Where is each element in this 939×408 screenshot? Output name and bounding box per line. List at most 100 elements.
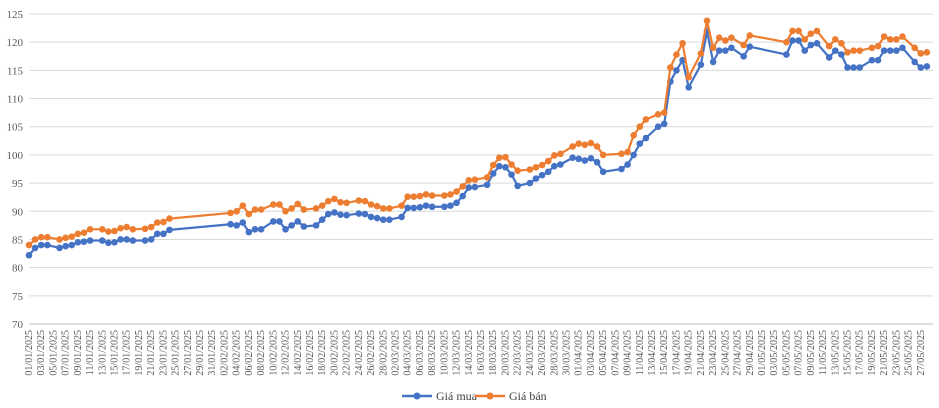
data-point (105, 228, 112, 235)
legend-label-gia-mua: Giá mua (436, 389, 478, 403)
data-point (923, 49, 931, 56)
x-tick-label: 23/01/2025 (158, 330, 169, 376)
data-point (557, 161, 564, 168)
x-tick-label: 05/05/2025 (781, 330, 792, 376)
data-point (911, 58, 918, 66)
data-point (496, 154, 503, 162)
data-point (398, 202, 405, 209)
legend-swatch-marker (413, 392, 421, 400)
data-point (300, 206, 308, 213)
data-point (410, 193, 418, 200)
x-tick-label: 08/02/2025 (256, 330, 267, 376)
x-tick-label: 14/02/2025 (293, 330, 304, 376)
x-tick-label: 17/01/2025 (122, 330, 133, 376)
x-tick-label: 03/04/2025 (586, 330, 597, 376)
x-tick-label: 09/05/2025 (806, 330, 817, 376)
data-point (550, 162, 558, 170)
data-point (312, 205, 320, 212)
data-point (471, 183, 479, 191)
data-point (593, 158, 601, 166)
data-point (459, 192, 466, 200)
data-point (618, 150, 625, 158)
data-point (636, 123, 644, 131)
x-tick-label: 20/02/2025 (329, 330, 340, 376)
data-point (709, 58, 717, 66)
data-point (679, 40, 686, 47)
y-tick-label: 95 (12, 178, 24, 190)
legend-swatch-marker (486, 392, 494, 400)
data-point (404, 204, 412, 212)
x-tick-label: 29/01/2025 (195, 330, 206, 376)
data-point (813, 27, 821, 35)
x-tick-label: 24/03/2025 (525, 330, 536, 376)
data-point (86, 226, 94, 233)
data-point (630, 131, 638, 139)
data-point (166, 215, 173, 222)
x-tick-label: 24/02/2025 (354, 330, 365, 376)
x-tick-label: 04/03/2025 (403, 330, 414, 376)
x-tick-label: 13/01/2025 (97, 330, 108, 376)
x-tick-label: 21/04/2025 (696, 330, 707, 376)
data-point (37, 233, 45, 241)
data-point (68, 241, 76, 249)
data-point (893, 47, 900, 54)
data-point (783, 51, 790, 58)
data-point (673, 67, 680, 74)
data-point (62, 234, 69, 242)
x-tick-label: 27/05/2025 (916, 330, 927, 376)
x-tick-label: 27/01/2025 (183, 330, 194, 376)
data-point (746, 43, 754, 50)
x-tick-label: 05/01/2025 (48, 330, 59, 376)
x-tick-label: 11/04/2025 (635, 330, 646, 375)
data-point (245, 228, 253, 236)
x-tick-label: 13/05/2025 (830, 330, 841, 376)
data-point (715, 47, 723, 54)
data-point (514, 167, 521, 174)
data-point (844, 49, 851, 56)
data-point (160, 218, 167, 226)
data-point (251, 206, 259, 213)
data-point (557, 150, 564, 158)
data-point (227, 220, 234, 228)
data-point (813, 40, 821, 47)
data-point (697, 61, 705, 69)
data-point (441, 192, 448, 199)
x-tick-label: 05/04/2025 (598, 330, 609, 376)
y-tick-label: 125 (7, 9, 24, 21)
data-point (386, 216, 393, 224)
data-point (398, 213, 405, 221)
data-point (123, 223, 131, 231)
data-point (783, 38, 790, 46)
data-point (428, 203, 436, 211)
y-axis-tick-labels: 70 75 80 85 90 95 100 105 110 115 120 125 (7, 9, 24, 331)
data-point (282, 226, 289, 233)
x-tick-label: 27/04/2025 (733, 330, 744, 376)
y-tick-label: 85 (12, 234, 24, 246)
data-point (105, 239, 112, 247)
data-point (270, 201, 277, 208)
data-point (874, 56, 882, 64)
x-tick-label: 28/02/2025 (378, 330, 389, 376)
x-tick-label: 19/04/2025 (684, 330, 695, 376)
data-point (514, 182, 521, 190)
data-point (141, 237, 149, 244)
data-point (550, 152, 558, 159)
data-point (153, 219, 161, 226)
data-point (685, 83, 692, 91)
x-tick-label: 06/02/2025 (244, 330, 255, 376)
data-point (642, 134, 650, 142)
y-tick-label: 105 (7, 122, 24, 134)
series-layer (25, 17, 931, 259)
data-point (251, 226, 259, 233)
data-point (795, 27, 802, 35)
data-point (630, 151, 638, 159)
data-point (160, 230, 167, 238)
data-point (282, 207, 289, 215)
data-point (831, 47, 839, 54)
data-point (257, 226, 265, 233)
data-point (483, 181, 491, 189)
data-point (923, 63, 931, 70)
data-point (526, 179, 534, 187)
data-point (56, 236, 63, 243)
